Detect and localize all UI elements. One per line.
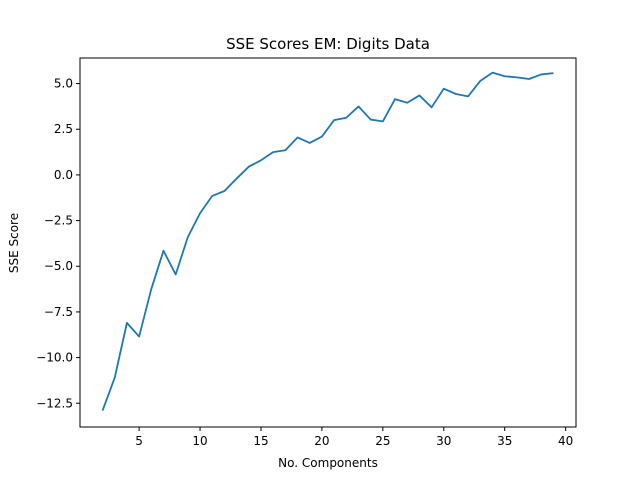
y-tick-label: −5.0 [44, 259, 73, 273]
plot-background [80, 58, 576, 427]
series-layer [101, 71, 554, 411]
x-tick-label: 10 [192, 434, 207, 448]
y-tick-label: −10.0 [36, 351, 73, 365]
y-ticks: −12.5 −10.0 −7.5 −5.0 −2.5 0.0 2.5 5.0 [36, 77, 80, 410]
series-line [101, 71, 554, 411]
y-tick-label: 0.0 [54, 168, 73, 182]
x-axis-title: No. Components [278, 456, 378, 470]
y-axis-title: SSE Score [7, 213, 21, 273]
x-tick-label: 35 [497, 434, 512, 448]
chart-title: SSE Scores EM: Digits Data [226, 35, 430, 53]
x-tick-label: 5 [135, 434, 143, 448]
plot-frame [79, 57, 577, 428]
x-tick-label: 30 [436, 434, 451, 448]
y-tick-label: 2.5 [54, 122, 73, 136]
x-tick-label: 20 [314, 434, 329, 448]
y-tick-label: −7.5 [44, 305, 73, 319]
y-tick-label: −12.5 [36, 396, 73, 410]
y-tick-label: 5.0 [54, 77, 73, 91]
x-ticks: 5 10 15 20 25 30 35 40 [135, 427, 573, 448]
x-tick-label: 25 [375, 434, 390, 448]
x-tick-label: 15 [253, 434, 268, 448]
y-tick-label: −2.5 [44, 214, 73, 228]
x-tick-label: 40 [558, 434, 573, 448]
